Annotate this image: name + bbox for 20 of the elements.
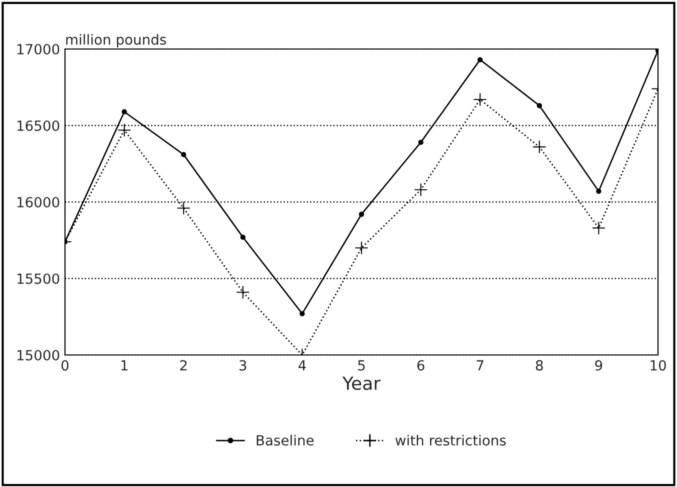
legend-label: with restrictions <box>395 434 506 446</box>
x-tick-label: 8 <box>536 360 543 371</box>
x-tick-label: 5 <box>358 360 365 371</box>
y-tick-label: 16500 <box>17 120 60 131</box>
y-tick-label: 15000 <box>17 350 60 360</box>
x-axis-title: Year <box>342 376 381 390</box>
x-tick-label: 2 <box>180 360 187 370</box>
x-tick-label: 4 <box>298 360 306 370</box>
x-tick-label: 0 <box>61 360 68 371</box>
x-tick-label: 7 <box>476 360 484 370</box>
legend-label: Baseline <box>256 434 314 446</box>
y-axis-title: million pounds <box>66 34 166 48</box>
x-tick-label: 3 <box>240 360 246 371</box>
y-tick-label: 17000 <box>17 44 60 54</box>
x-tick-label: 9 <box>595 360 602 371</box>
x-tick-label: 10 <box>650 360 666 371</box>
y-tick-label: 16000 <box>17 196 60 208</box>
y-tick-label: 15500 <box>17 273 60 284</box>
x-tick-label: 1 <box>121 360 128 370</box>
x-tick-label: 6 <box>417 360 424 371</box>
